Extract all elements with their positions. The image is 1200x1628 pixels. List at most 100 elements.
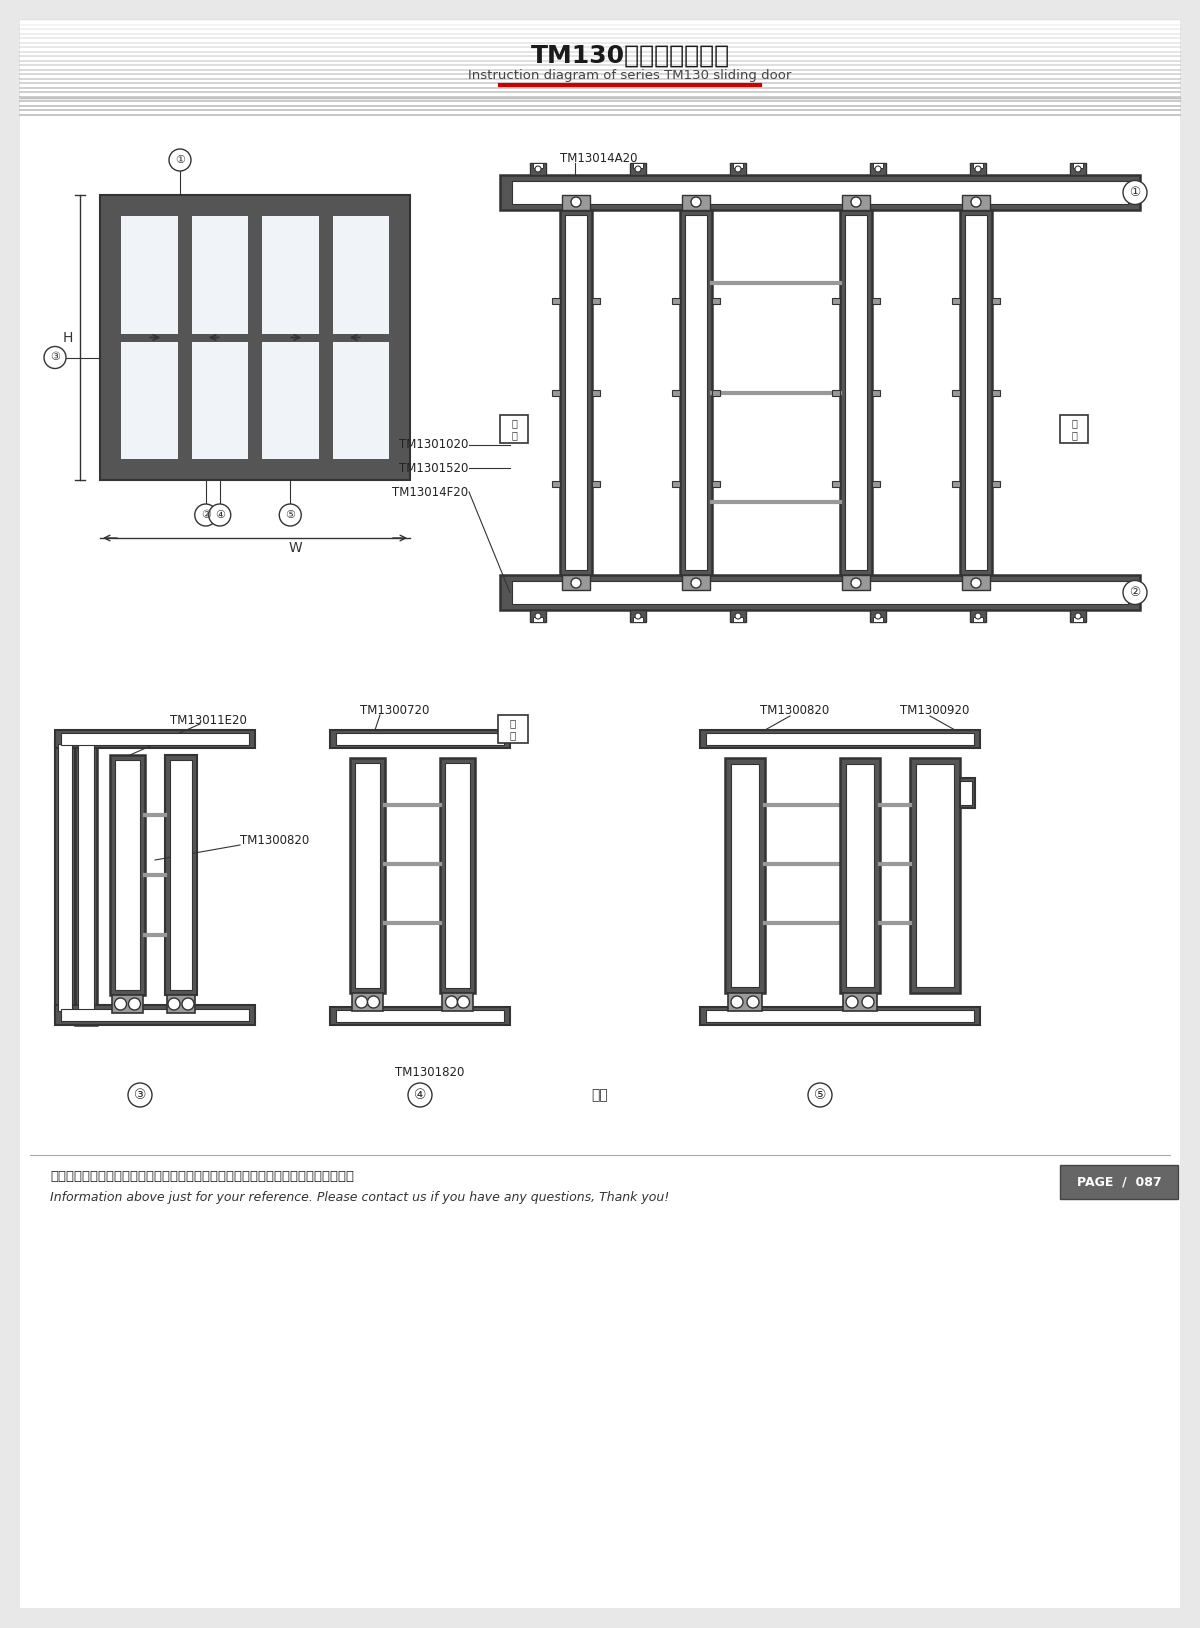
Bar (700, 729, 980, 747)
Bar (114, 208, 185, 466)
Circle shape (691, 197, 701, 207)
Text: W: W (288, 540, 302, 555)
Text: ①: ① (1129, 186, 1141, 199)
Circle shape (280, 505, 301, 526)
Bar (500, 415, 528, 443)
Bar (832, 480, 840, 487)
Bar (682, 195, 710, 210)
Bar (560, 210, 592, 575)
Text: TM13014F20: TM13014F20 (392, 485, 468, 498)
Bar (498, 715, 528, 742)
Circle shape (367, 996, 379, 1008)
Bar (562, 575, 590, 589)
Circle shape (808, 1083, 832, 1107)
Bar (262, 217, 318, 459)
Text: TM1301820: TM1301820 (395, 1066, 464, 1079)
Bar (318, 208, 325, 466)
Bar (874, 617, 883, 622)
Bar (185, 208, 192, 466)
Bar (440, 759, 475, 993)
Bar (712, 389, 720, 396)
Text: 室外: 室外 (592, 1088, 608, 1102)
Bar (58, 744, 72, 1011)
Bar (680, 210, 712, 575)
Bar (672, 480, 680, 487)
Bar (672, 389, 680, 396)
Bar (992, 389, 1000, 396)
Bar (325, 334, 396, 342)
Bar (185, 208, 256, 217)
Circle shape (851, 578, 862, 588)
Bar (973, 163, 983, 168)
Bar (166, 755, 197, 995)
Bar (100, 195, 410, 208)
Text: TM1300720: TM1300720 (360, 703, 430, 716)
Bar (78, 734, 94, 1021)
Circle shape (974, 614, 982, 619)
Circle shape (974, 166, 982, 173)
Bar (114, 461, 396, 466)
Bar (706, 733, 974, 746)
Bar (634, 617, 643, 622)
Bar (870, 163, 886, 174)
Text: TM130推拉门窗结构图: TM130推拉门窗结构图 (530, 44, 730, 68)
Bar (842, 993, 877, 1011)
Circle shape (862, 996, 874, 1008)
Text: TM1301520: TM1301520 (398, 461, 468, 474)
Bar (185, 459, 256, 466)
Bar (61, 1009, 250, 1021)
Text: ①: ① (175, 155, 185, 164)
Bar (332, 217, 389, 459)
Text: 图中所示型材截面、装配、编号、尺寸及重量仅供参考。如有疑问，请向本公司查询。: 图中所示型材截面、装配、编号、尺寸及重量仅供参考。如有疑问，请向本公司查询。 (50, 1171, 354, 1184)
Bar (733, 163, 743, 168)
Circle shape (128, 1083, 152, 1107)
Bar (952, 480, 960, 487)
Circle shape (1075, 614, 1081, 619)
Text: Information above just for your reference. Please contact us if you have any que: Information above just for your referenc… (50, 1192, 670, 1205)
Circle shape (635, 166, 641, 173)
Bar (61, 733, 250, 746)
Text: H: H (62, 330, 73, 345)
Bar (100, 195, 114, 480)
Bar (256, 208, 262, 466)
Bar (712, 480, 720, 487)
Bar (389, 208, 396, 466)
Bar (731, 764, 760, 987)
Bar (330, 729, 510, 747)
Circle shape (44, 347, 66, 368)
Text: TM1300820: TM1300820 (760, 703, 829, 716)
Circle shape (734, 166, 742, 173)
Bar (872, 298, 880, 304)
Circle shape (746, 996, 760, 1008)
Bar (1070, 610, 1086, 622)
Circle shape (734, 614, 742, 619)
Bar (846, 764, 874, 987)
Circle shape (571, 197, 581, 207)
Bar (952, 389, 960, 396)
Bar (121, 217, 178, 459)
Bar (725, 759, 766, 993)
Circle shape (1123, 581, 1147, 604)
Circle shape (445, 996, 457, 1008)
Bar (115, 760, 140, 990)
Bar (592, 480, 600, 487)
Bar (965, 215, 986, 570)
Bar (970, 610, 986, 622)
Bar (512, 181, 1128, 204)
Bar (1073, 163, 1084, 168)
Bar (114, 208, 121, 466)
Bar (170, 760, 192, 990)
Bar (55, 741, 74, 1014)
Circle shape (875, 166, 881, 173)
Bar (185, 334, 256, 342)
Bar (530, 163, 546, 174)
Bar (256, 208, 325, 217)
Bar (336, 1009, 504, 1022)
Circle shape (355, 996, 367, 1008)
Circle shape (128, 998, 140, 1009)
Bar (634, 163, 643, 168)
Bar (562, 195, 590, 210)
Text: TM13014A20: TM13014A20 (560, 151, 637, 164)
Bar (112, 995, 143, 1013)
Bar (114, 459, 185, 466)
